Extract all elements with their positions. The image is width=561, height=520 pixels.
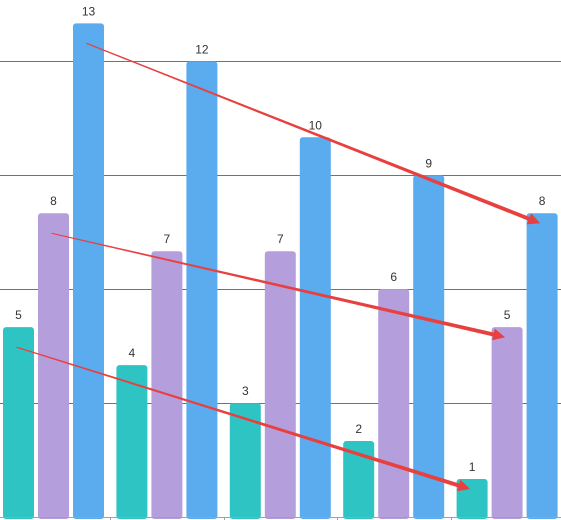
data-label-s2-c5: 5 <box>504 308 511 322</box>
trend-arrow-1-body <box>86 42 532 222</box>
bar-s3-c4 <box>413 175 445 519</box>
trend-arrow-3-head <box>456 479 471 492</box>
data-label-s2-c1: 8 <box>50 194 57 208</box>
arrow-layer <box>16 42 541 492</box>
data-label-s2-c2: 7 <box>164 232 171 246</box>
bar-s2-c5 <box>491 327 523 519</box>
axis-layer <box>0 517 561 520</box>
bar-s3-c1 <box>73 23 104 519</box>
trend-arrow-3-body <box>16 346 462 488</box>
trend-arrow-1-head <box>526 213 541 225</box>
bar-s2-c4 <box>378 289 410 519</box>
bar-s3-c3 <box>299 137 331 519</box>
data-label-s1-c3: 3 <box>242 384 249 398</box>
data-label-s2-c4: 6 <box>390 270 397 284</box>
data-label-s3-c3: 10 <box>309 118 323 132</box>
bar-s3-c2 <box>186 61 218 519</box>
data-label-s3-c2: 12 <box>195 42 209 56</box>
data-label-s3-c5: 8 <box>539 194 546 208</box>
bar-s2-c1 <box>38 213 69 519</box>
bar-s2-c2 <box>151 251 183 520</box>
bar-s2-c3 <box>264 251 296 520</box>
data-label-s3-c1: 13 <box>82 4 96 18</box>
data-label-s1-c4: 2 <box>355 422 362 436</box>
bar-s1-c2 <box>116 365 148 519</box>
data-label-s1-c5: 1 <box>469 460 476 474</box>
data-label-s1-c2: 4 <box>129 346 136 360</box>
bar-s3-c5 <box>526 213 558 519</box>
label-layer: 5 4 3 2 1 8 7 7 6 5 13 12 10 9 8 <box>15 4 546 474</box>
trend-arrow-2-body <box>51 232 496 337</box>
trend-arrow-2-head <box>492 328 506 341</box>
data-label-s2-c3: 7 <box>277 232 284 246</box>
bar-s1-c1 <box>3 327 34 519</box>
bar-s1-c3 <box>229 403 261 519</box>
bar-s1-c4 <box>343 441 375 519</box>
bar-layer <box>3 23 558 520</box>
data-label-s3-c4: 9 <box>425 156 432 170</box>
data-label-s1-c1: 5 <box>15 308 22 322</box>
